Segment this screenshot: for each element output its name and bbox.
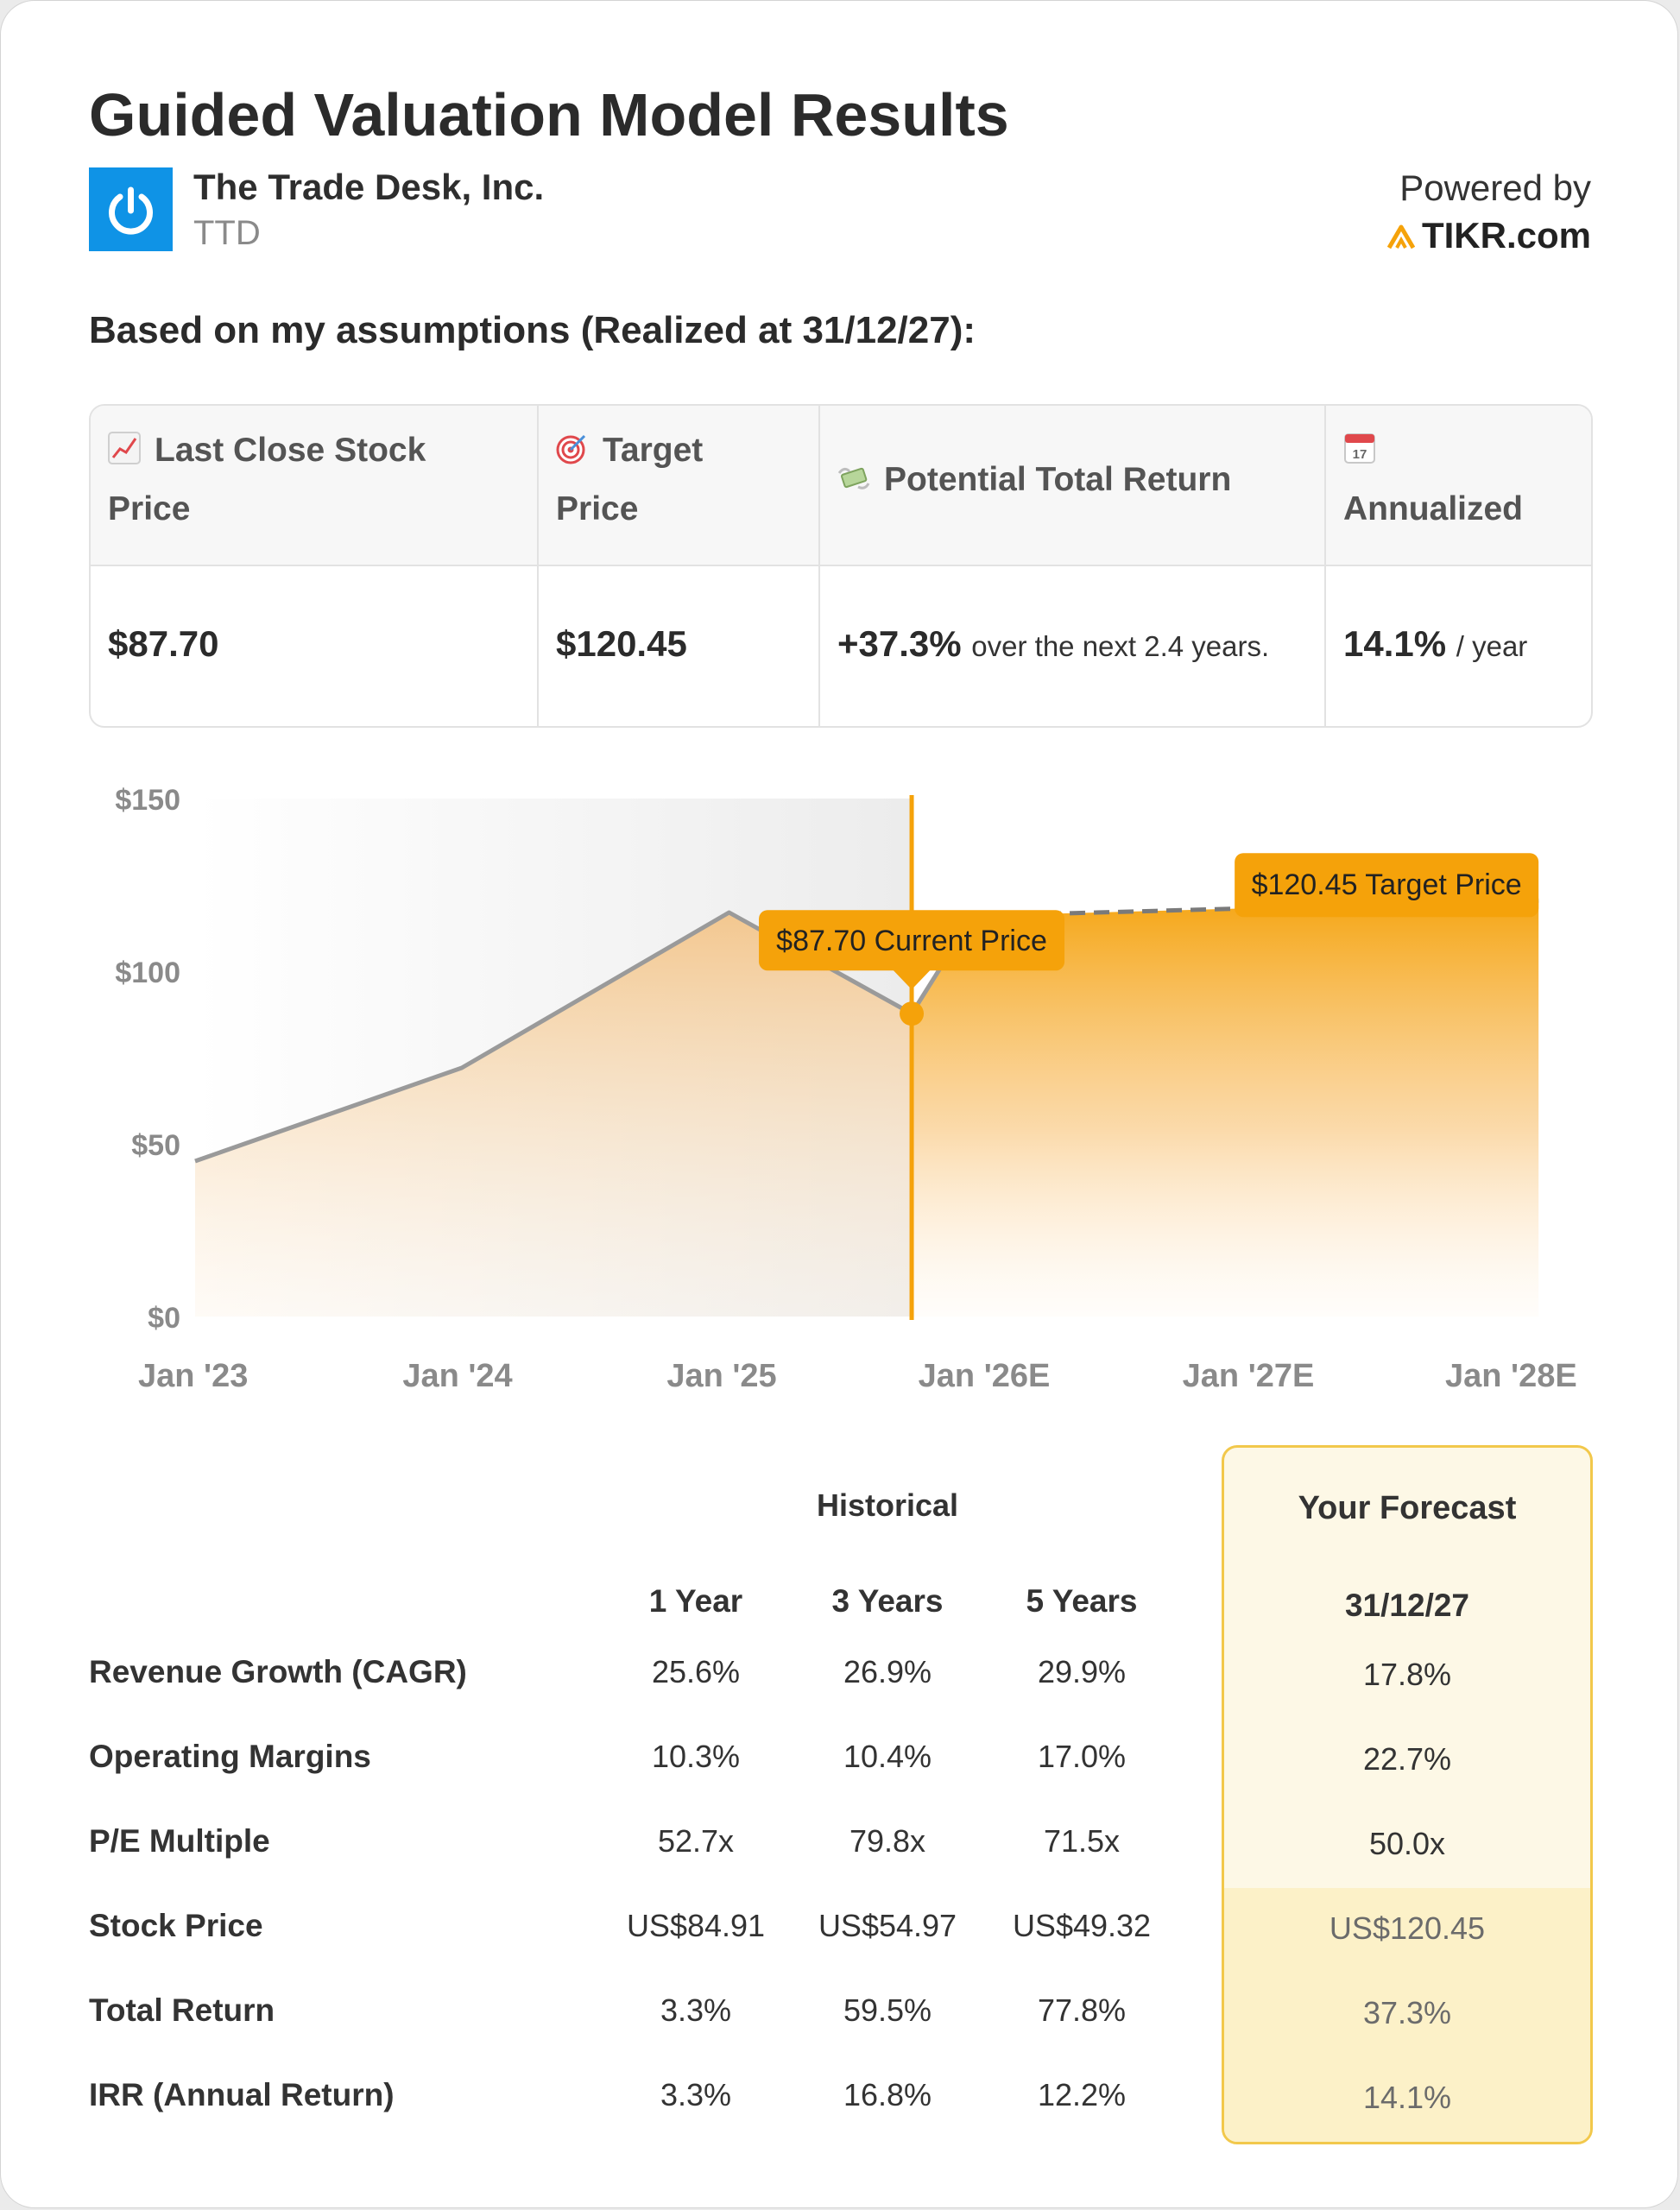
historical-cell: 25.6% [651,1654,741,1689]
total-return-header-text: Potential Total Return [884,461,1232,498]
tikr-logo-icon [1386,224,1415,249]
target-header-line1: Target [603,432,704,469]
y-tick-label: $50 [131,1129,180,1162]
row-label: IRR (Annual Return) [89,2077,395,2112]
y-tick-label: $100 [115,957,180,989]
money-wings-icon [837,467,870,489]
y-tick-label: $150 [115,784,180,817]
forecast-area [912,900,1539,1317]
column-header: 5 Years [1026,1583,1138,1619]
powered-by-label: Powered by [1399,167,1591,208]
total-return-header: Potential Total Return [820,406,1324,566]
calendar-day-text: 17 [1353,447,1367,462]
summary-table: Last Close Stock Price $87.70 Target Pri… [89,404,1593,728]
row-label: Revenue Growth (CAGR) [89,1654,467,1689]
historical-cell: 71.5x [1043,1823,1121,1859]
x-tick-label: Jan '24 [402,1358,512,1394]
forecast-column-box [1222,1445,1593,2144]
total-return-period: over the next 2.4 years. [971,630,1270,662]
last-close-header-line2: Price [108,490,191,527]
annualized-value: 14.1% / year [1343,623,1527,665]
last-close-price: $87.70 [108,623,219,664]
tikr-brand-link[interactable]: TIKR.com [1386,215,1591,256]
row-label: Total Return [89,1992,275,2028]
last-close-value: $87.70 [108,623,218,665]
historical-cell: 3.3% [660,2077,732,2112]
current-price-tooltip [759,910,1065,971]
x-tick-label: Jan '23 [138,1358,248,1394]
historical-cell: 12.2% [1037,2077,1127,2112]
last-close-header-line1: Last Close Stock [155,432,426,469]
annualized-header: 17 Annualized [1326,406,1591,566]
forecast-cell: 14.1% [1362,2080,1452,2115]
target-icon [556,434,586,464]
target-price-header: Target Price [539,406,818,566]
historical-cell: 16.8% [843,2077,932,2112]
annualized-column: 17 Annualized 14.1% / year [1326,406,1591,726]
price-chart: $87.70 Current Price $120.45 Target Price… [115,784,1577,1394]
total-return-value: +37.3% over the next 2.4 years. [837,623,1269,665]
annualized-header-text: Annualized [1343,490,1524,527]
forecast-highlight-band [1224,1888,1590,2142]
current-price-dot [900,1001,925,1026]
forecast-cell: 50.0x [1368,1826,1446,1861]
x-tick-label: Jan '25 [666,1358,776,1394]
historical-cell: US$54.97 [818,1908,957,1943]
trade-desk-logo-icon [109,186,153,235]
historical-cell: 10.3% [651,1739,741,1774]
target-price-value: $120.45 [556,623,687,665]
historical-cell: 59.5% [843,1992,932,2028]
x-tick-label: Jan '28E [1445,1358,1577,1394]
historical-cell: 29.9% [1037,1654,1127,1689]
historical-header: Historical [817,1487,959,1523]
forecast-header: Your Forecast [1298,1490,1517,1526]
column-header: 31/12/27 [1344,1588,1470,1623]
chart-increasing-icon [108,432,141,464]
x-tick-label: Jan '27E [1183,1358,1315,1394]
total-return-percent: +37.3% [837,623,962,664]
historical-cell: 79.8x [849,1823,926,1859]
historical-cell: US$49.32 [1012,1908,1152,1943]
current-price-label: $87.70 Current Price [776,925,1047,957]
forecast-cell: US$120.45 [1329,1910,1486,1946]
row-label: Operating Margins [89,1739,371,1774]
historical-cell: 17.0% [1037,1739,1127,1774]
row-label: P/E Multiple [89,1823,270,1859]
forecast-cell: 22.7% [1362,1741,1452,1777]
target-header-line2: Price [556,490,639,527]
row-label: Stock Price [89,1908,263,1943]
current-price-tooltip-pointer [893,969,932,990]
forecast-cell: 37.3% [1362,1995,1452,2030]
annualized-percent: 14.1% [1343,623,1447,664]
page-title: Guided Valuation Model Results [89,81,1009,148]
tikr-brand-text: TIKR.com [1421,215,1591,256]
calendar-icon: 17 [1344,433,1375,464]
forecast-cell: 17.8% [1362,1657,1452,1692]
x-tick-label: Jan '26E [919,1358,1051,1394]
ticker-symbol: TTD [193,214,261,252]
historical-cell: US$84.91 [626,1908,766,1943]
y-tick-label: $0 [148,1302,180,1335]
annualized-unit: / year [1456,630,1528,662]
last-close-column: Last Close Stock Price $87.70 [91,406,539,726]
company-name: The Trade Desk, Inc. [193,167,545,207]
historical-cell: 3.3% [660,1992,732,2028]
last-close-header: Last Close Stock Price [91,406,537,566]
target-price-label: $120.45 Target Price [1252,868,1522,901]
assumptions-subtitle: Based on my assumptions (Realized at 31/… [89,309,976,351]
historical-cell: 10.4% [843,1739,932,1774]
total-return-column: Potential Total Return +37.3% over the n… [820,406,1326,726]
historical-cell: 26.9% [843,1654,932,1689]
target-price-column: Target Price $120.45 [539,406,820,726]
historical-cell: 77.8% [1037,1992,1127,2028]
historical-cell: 52.7x [657,1823,735,1859]
column-header: 3 Years [831,1583,944,1619]
company-logo [89,167,173,251]
target-price-tooltip [1235,853,1539,918]
historical-area [195,912,913,1317]
column-header: 1 Year [648,1583,743,1619]
target-price-amount: $120.45 [556,623,687,664]
